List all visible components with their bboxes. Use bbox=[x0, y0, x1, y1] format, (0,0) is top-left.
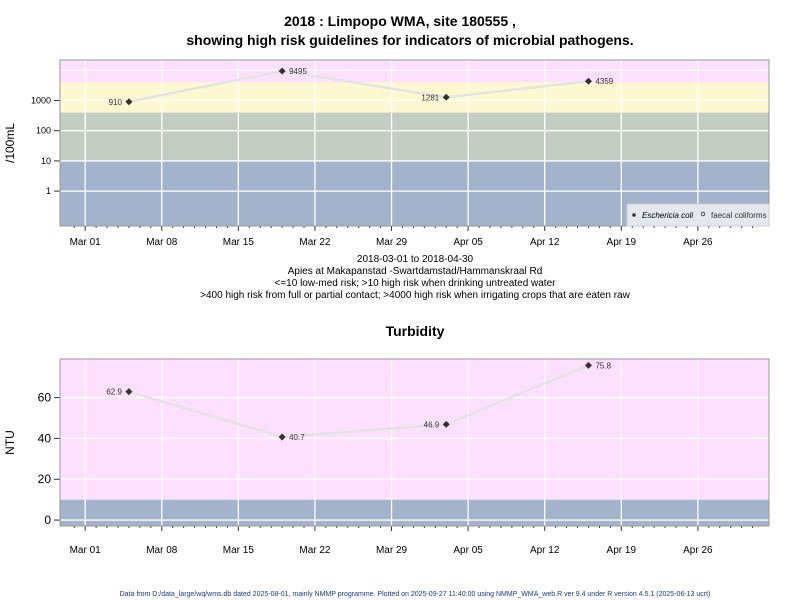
x-tick-label: Mar 15 bbox=[223, 545, 255, 556]
microbial-panel: Mar 01 Mar 08 Mar 15 Mar 22 Mar 29 Apr 05 Apr … bbox=[3, 59, 770, 248]
data-label: 9495 bbox=[289, 67, 307, 76]
data-point bbox=[584, 361, 592, 369]
xlabel-line-1: 2018-03-01 to 2018-04-30 bbox=[357, 254, 474, 265]
y-tick-label: 60 bbox=[38, 391, 52, 405]
legend-box bbox=[626, 203, 770, 227]
xlabel-line-4: >400 high risk from full or partial cont… bbox=[200, 290, 630, 301]
x-tick-label: Apr 05 bbox=[453, 545, 483, 556]
risk-band bbox=[60, 499, 769, 526]
x-tick-label: Mar 08 bbox=[146, 545, 178, 556]
chart-subtitle: showing high risk guidelines for indicat… bbox=[186, 32, 633, 48]
data-point bbox=[278, 67, 286, 75]
data-point bbox=[278, 433, 286, 441]
legend-entry: Eschericia coli bbox=[642, 211, 693, 220]
data-point bbox=[584, 77, 592, 85]
legend-entry: faecal coliforms bbox=[711, 211, 767, 220]
chart-title: 2018 : Limpopo WMA, site 180555 , bbox=[284, 13, 516, 29]
x-tick-label: Apr 12 bbox=[530, 545, 560, 556]
footer-note: Data from D:/data_large/wq/wms.db dated … bbox=[120, 591, 711, 598]
data-point bbox=[442, 420, 450, 428]
x-tick-label: Apr 26 bbox=[683, 545, 713, 556]
x-tick-label: Apr 19 bbox=[607, 237, 637, 248]
y-tick-label: 40 bbox=[38, 431, 52, 445]
y-axis-label: NTU bbox=[3, 430, 17, 455]
x-tick-label: Mar 29 bbox=[376, 545, 408, 556]
series-line bbox=[128, 364, 589, 439]
x-tick-label: Apr 05 bbox=[453, 237, 483, 248]
series-line bbox=[128, 69, 589, 103]
y-tick-label: 0 bbox=[44, 513, 51, 527]
data-point bbox=[125, 388, 133, 396]
plot-border bbox=[59, 358, 770, 527]
data-label: 40.7 bbox=[289, 433, 305, 442]
data-label: 4359 bbox=[595, 77, 613, 86]
x-tick-label: Mar 08 bbox=[146, 237, 178, 248]
x-tick-label: Mar 22 bbox=[299, 545, 331, 556]
legend: Eschericia coli faecal coliforms bbox=[626, 203, 770, 227]
data-point bbox=[125, 98, 133, 106]
x-tick-label: Mar 22 bbox=[299, 237, 331, 248]
data-point bbox=[442, 93, 450, 101]
x-tick-label: Mar 01 bbox=[70, 545, 102, 556]
y-tick-label: 1 bbox=[46, 186, 51, 196]
data-label: 62.9 bbox=[106, 388, 122, 397]
y-tick-label: 20 bbox=[38, 472, 52, 486]
risk-band bbox=[60, 112, 769, 161]
risk-band bbox=[60, 60, 769, 83]
y-axis-label: /100mL bbox=[3, 123, 17, 163]
x-tick-label: Mar 01 bbox=[70, 237, 102, 248]
xlabel-line-2: Apies at Makapanstad -Swartdamstad/Hamma… bbox=[288, 266, 543, 277]
x-tick-label: Mar 29 bbox=[376, 237, 408, 248]
risk-band bbox=[60, 359, 769, 500]
xlabel-line-3: <=10 low-med risk; >10 high risk when dr… bbox=[275, 278, 557, 289]
data-label: 1281 bbox=[421, 93, 439, 102]
turbidity-title: Turbidity bbox=[386, 323, 445, 339]
y-tick-label: 100 bbox=[36, 126, 51, 136]
risk-band bbox=[60, 82, 769, 113]
legend-marker-filled bbox=[632, 213, 636, 217]
y-tick-label: 1000 bbox=[31, 96, 51, 106]
x-tick-label: Mar 15 bbox=[223, 237, 255, 248]
x-tick-label: Apr 26 bbox=[683, 237, 713, 248]
x-tick-label: Apr 19 bbox=[607, 545, 637, 556]
turbidity-panel: Mar 01 Mar 08 Mar 15 Mar 22 Mar 29 Apr 05 Apr … bbox=[3, 358, 770, 556]
x-tick-label: Apr 12 bbox=[530, 237, 560, 248]
data-label: 46.9 bbox=[424, 420, 440, 429]
legend-marker-open bbox=[700, 211, 706, 217]
data-label: 910 bbox=[109, 98, 123, 107]
plot-border bbox=[59, 59, 770, 227]
data-label: 75.8 bbox=[595, 361, 611, 370]
y-tick-label: 10 bbox=[41, 156, 51, 166]
